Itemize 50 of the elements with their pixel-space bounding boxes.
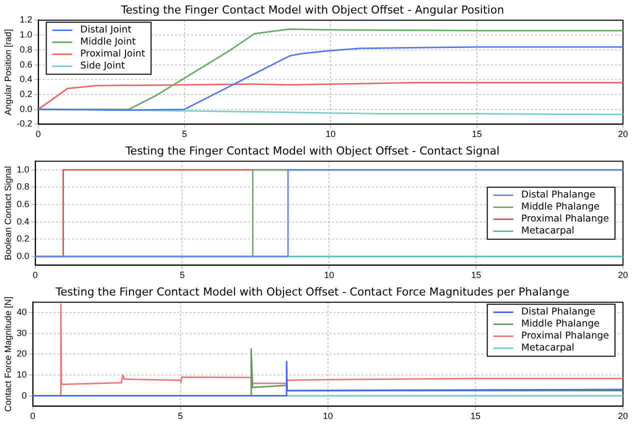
- legend-label: Middle Joint: [80, 36, 136, 48]
- y-tick-label: 0.2: [16, 234, 30, 244]
- y-tick-label: 30: [16, 328, 27, 338]
- x-tick-label: 15: [471, 270, 482, 280]
- x-tick-label: 5: [180, 270, 185, 280]
- y-tick-label: 0.0: [20, 104, 32, 114]
- y-tick-label: 1.2: [20, 14, 32, 25]
- y-axis-title: Contact Force Magnitude [N]: [2, 296, 13, 412]
- x-tick-label: 20: [618, 270, 628, 280]
- legend-label: Proximal Joint: [80, 48, 146, 60]
- legend-label: Side Joint: [80, 60, 126, 72]
- y-tick-label: 1.0: [16, 164, 30, 174]
- y-tick-label: 0.6: [20, 59, 32, 70]
- legend-label: Metacarpal: [521, 342, 574, 354]
- x-tick-label: 10: [326, 129, 336, 140]
- x-tick-label: 15: [472, 129, 482, 140]
- legend-label: Middle Phalange: [521, 202, 600, 213]
- legend-label: Metacarpal: [521, 226, 574, 237]
- chart-title: Testing the Finger Contact Model with Object Offset - Angular Position: [120, 3, 504, 16]
- chart-title: Testing the Finger Contact Model with Object Offset - Contact Signal: [124, 144, 500, 158]
- y-tick-label: 0.8: [16, 182, 30, 192]
- x-tick-label: 5: [182, 129, 187, 140]
- x-tick-label: 20: [618, 129, 628, 140]
- x-tick-label: 0: [36, 129, 41, 140]
- y-axis-title: Boolean Contact Signal: [2, 166, 13, 260]
- legend-label: Middle Phalange: [521, 318, 600, 330]
- x-tick-label: 15: [470, 411, 480, 422]
- y-tick-label: 10: [16, 369, 27, 380]
- legend-label: Distal Joint: [80, 24, 132, 36]
- legend-label: Proximal Phalange: [521, 330, 610, 342]
- y-tick-label: 0.4: [16, 216, 30, 226]
- y-tick-label: -0.2: [16, 118, 32, 129]
- y-axis-title: Angular Position [rad]: [2, 29, 13, 116]
- y-tick-label: 0: [22, 390, 27, 400]
- y-tick-label: 0.2: [20, 88, 32, 99]
- y-tick-label: 0.6: [16, 199, 30, 210]
- y-tick-label: 0.4: [20, 74, 32, 84]
- y-tick-label: 20: [16, 348, 27, 359]
- y-tick-label: 0.8: [20, 44, 32, 54]
- legend-label: Distal Phalange: [521, 306, 596, 318]
- y-tick-label: 0.0: [16, 251, 30, 262]
- y-tick-label: 1.0: [20, 30, 32, 40]
- legend-label: Proximal Phalange: [521, 214, 610, 225]
- x-tick-label: 20: [618, 411, 628, 422]
- x-tick-label: 10: [324, 270, 334, 280]
- x-tick-label: 10: [322, 411, 333, 422]
- x-tick-label: 5: [178, 411, 183, 422]
- chart-title: Testing the Finger Contact Model with Object Offset - Contact Force Magnitudes per Phalange: [54, 285, 570, 298]
- legend-label: Distal Phalange: [521, 190, 596, 201]
- y-tick-label: 40: [16, 307, 27, 318]
